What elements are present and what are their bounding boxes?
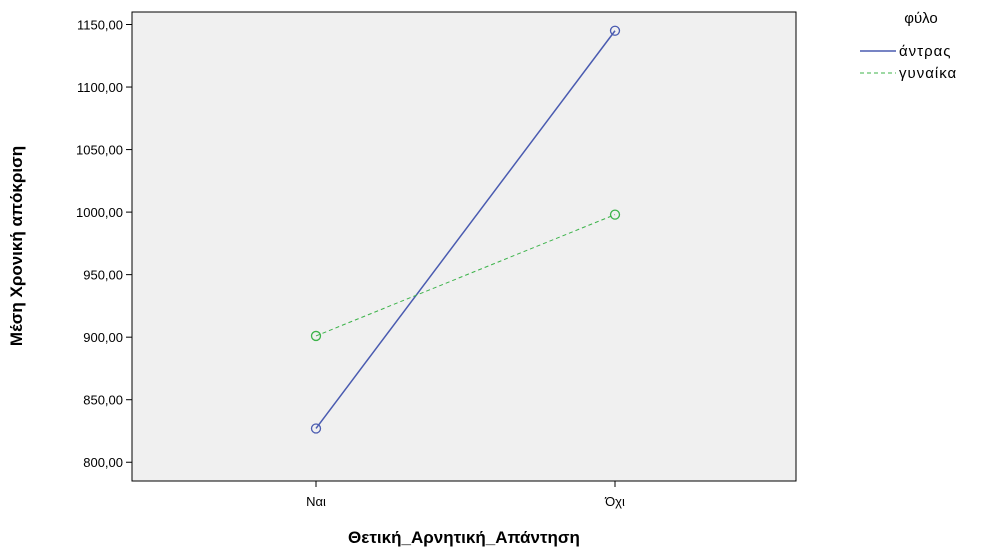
data-point (609, 25, 621, 36)
y-axis-title: Μέση Χρονική απόκριση (7, 146, 26, 346)
y-tick-label: 1050,00 (76, 143, 123, 158)
legend: φύλο άντρας γυναίκα (860, 10, 957, 82)
y-tick-label: 900,00 (83, 330, 123, 345)
x-tick-label: Ναι (306, 494, 326, 509)
legend-title: φύλο (904, 10, 938, 27)
y-tick-label: 950,00 (83, 268, 123, 283)
y-tick-label: 800,00 (83, 455, 123, 470)
plot-area (131, 11, 797, 482)
series-line-0 (315, 30, 616, 429)
series-line-1 (315, 214, 616, 337)
data-point (609, 209, 621, 220)
y-tick-label: 1000,00 (76, 205, 123, 220)
legend-label: γυναίκα (899, 65, 957, 82)
y-axis: 800,00 850,00 900,00 950,00 1000,00 1050,00 11… (76, 18, 132, 470)
y-tick-label: 1100,00 (77, 80, 123, 95)
x-axis-title: Θετική_Αρνητική_Απάντηση (348, 528, 580, 547)
y-tick-label: 850,00 (83, 393, 123, 408)
x-tick-label: Όχι (604, 494, 625, 509)
x-axis: Ναι Όχι (306, 481, 625, 509)
legend-label: άντρας (899, 43, 952, 60)
data-point (310, 423, 322, 434)
y-tick-label: 1150,00 (77, 18, 123, 33)
data-point (310, 330, 322, 342)
series-layer (310, 25, 621, 434)
